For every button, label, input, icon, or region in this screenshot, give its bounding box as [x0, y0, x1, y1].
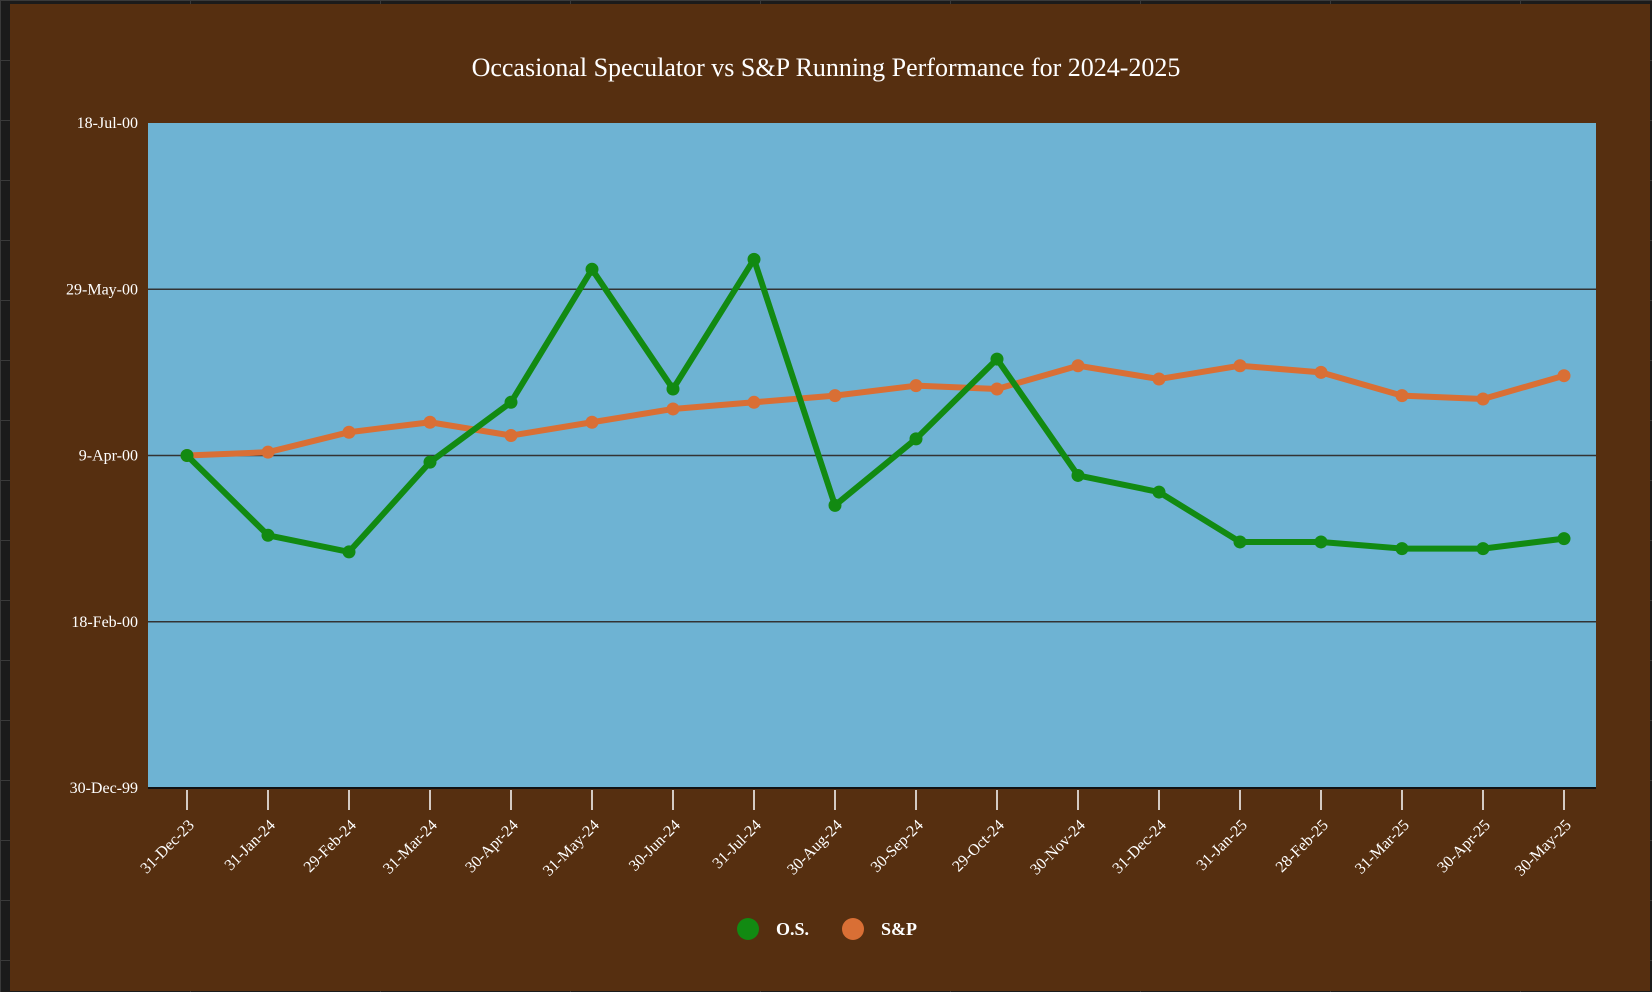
- data-point-s-p: [1476, 392, 1490, 406]
- y-axis-ticks: 30-Dec-99 18-Feb-00 9-Apr-00 29-May-00 18-Ju…: [66, 115, 138, 797]
- x-tick-label: 30-Nov-24: [1027, 817, 1089, 879]
- data-point-s-p: [1557, 369, 1571, 383]
- data-point-s-p: [1233, 359, 1247, 373]
- data-point-s-p: [1152, 372, 1166, 386]
- data-point-s-p: [585, 415, 599, 429]
- data-point-o-s: [747, 252, 761, 266]
- data-point-o-s: [342, 545, 356, 559]
- data-point-o-s: [1233, 535, 1247, 549]
- data-point-o-s: [261, 528, 275, 542]
- x-tick-label: 31-Mar-25: [1352, 817, 1413, 878]
- x-tick-label: 29-Oct-24: [949, 817, 1008, 876]
- x-tick-label: 30-Jun-24: [626, 817, 684, 875]
- data-point-s-p: [828, 389, 842, 403]
- data-point-o-s: [1152, 485, 1166, 499]
- legend: O.S. S&P: [737, 918, 917, 940]
- x-tick-label: 31-Mar-24: [380, 817, 441, 878]
- x-axis-ticks: 31-Dec-23 31-Jan-24 29-Feb-24 31-Mar-24 30-A…: [137, 790, 1575, 880]
- data-point-s-p: [666, 402, 680, 416]
- x-tick-label: 31-Dec-24: [1109, 817, 1169, 877]
- data-point-o-s: [585, 262, 599, 276]
- x-tick-label: 30-Apr-24: [462, 817, 522, 877]
- y-tick-label: 30-Dec-99: [70, 780, 138, 797]
- data-point-o-s: [1071, 468, 1085, 482]
- data-point-o-s: [666, 382, 680, 396]
- x-tick-label: 31-Jan-25: [1194, 817, 1251, 874]
- gridlines: [148, 288, 1596, 623]
- legend-label[interactable]: S&P: [881, 919, 917, 939]
- data-point-o-s: [909, 432, 923, 446]
- x-tick-label: 28-Feb-25: [1273, 817, 1332, 876]
- legend-marker[interactable]: [842, 918, 864, 940]
- data-point-o-s: [1557, 532, 1571, 546]
- x-tick-label: 31-May-24: [540, 817, 603, 880]
- x-tick-label: 30-Apr-25: [1434, 817, 1494, 877]
- x-tick-label: 30-Sep-24: [868, 817, 927, 876]
- y-tick-label: 29-May-00: [66, 281, 138, 298]
- y-tick-label: 18-Jul-00: [77, 115, 138, 132]
- data-point-o-s: [504, 395, 518, 409]
- x-tick-label: 31-Jan-24: [222, 817, 279, 874]
- data-point-s-p: [342, 425, 356, 439]
- data-point-o-s: [990, 352, 1004, 366]
- data-point-o-s: [1314, 535, 1328, 549]
- x-tick-label: 30-May-25: [1512, 817, 1575, 880]
- x-tick-label: 31-Jul-24: [709, 817, 764, 872]
- data-point-s-p: [990, 382, 1004, 396]
- y-tick-label: 18-Feb-00: [71, 614, 138, 631]
- chart-title: Occasional Speculator vs S&P Running Per…: [472, 53, 1181, 82]
- data-point-s-p: [747, 395, 761, 409]
- data-point-s-p: [423, 415, 437, 429]
- series-line-s-p: [184, 362, 1567, 459]
- x-tick-label: 31-Dec-23: [137, 817, 197, 877]
- data-point-s-p: [1314, 365, 1328, 379]
- data-point-s-p: [504, 429, 518, 443]
- data-point-o-s: [1476, 542, 1490, 556]
- data-point-s-p: [909, 379, 923, 393]
- y-tick-label: 9-Apr-00: [79, 448, 138, 465]
- data-point-o-s: [1395, 542, 1409, 556]
- x-tick-label: 29-Feb-24: [301, 817, 360, 876]
- data-point-o-s: [180, 449, 194, 462]
- data-point-s-p: [261, 445, 275, 459]
- series-lines: [180, 252, 1571, 559]
- legend-label[interactable]: O.S.: [776, 919, 809, 939]
- series-line-o-s: [184, 256, 1567, 555]
- legend-marker[interactable]: [737, 918, 759, 940]
- x-tick-label: 30-Aug-24: [784, 817, 846, 879]
- data-point-o-s: [828, 498, 842, 512]
- data-point-s-p: [1395, 389, 1409, 403]
- data-point-o-s: [423, 455, 437, 469]
- data-point-s-p: [1071, 359, 1085, 373]
